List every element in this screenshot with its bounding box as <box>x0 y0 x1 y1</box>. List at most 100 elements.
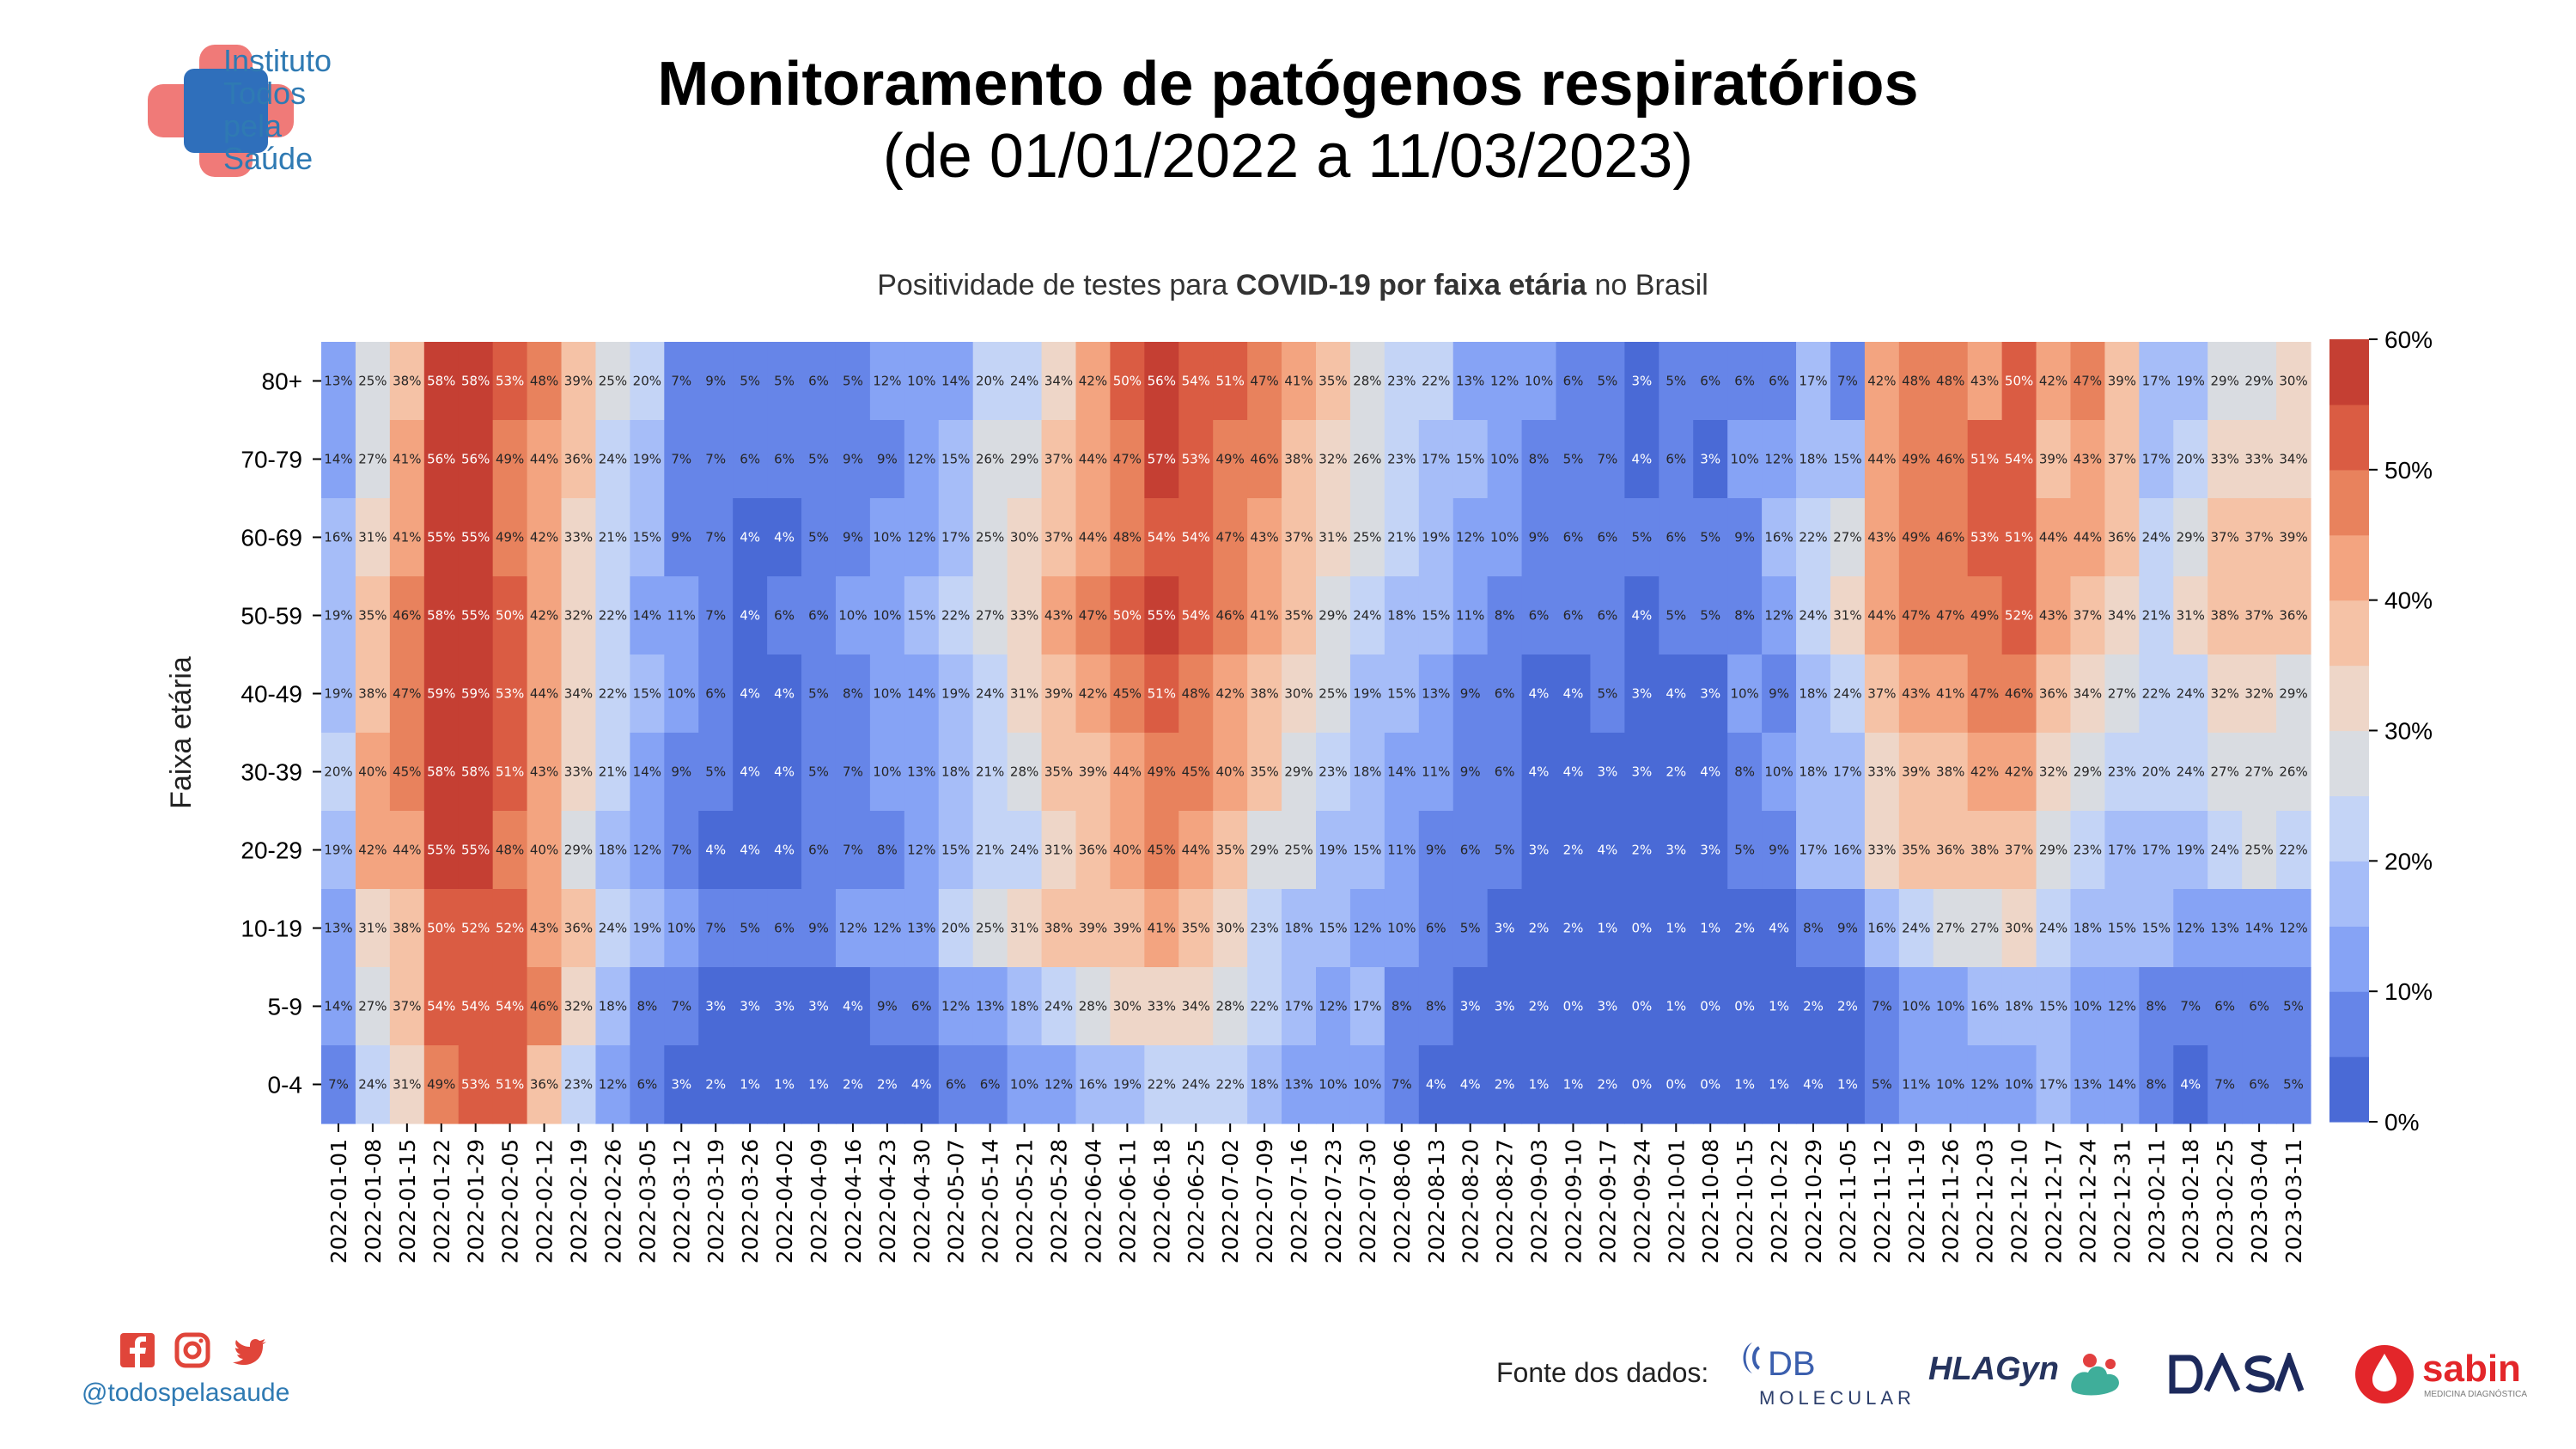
cell-value-label: 8% <box>843 686 863 702</box>
heatmap-cell <box>2139 498 2174 577</box>
colorbar-tick-label: 50% <box>2384 457 2433 484</box>
heatmap-cell <box>1830 654 1866 734</box>
heatmap-cell <box>1007 967 1043 1046</box>
heatmap-cell <box>938 654 974 734</box>
heatmap-cell <box>1213 967 1248 1046</box>
heatmap-cell <box>2104 654 2140 734</box>
cell-value-label: 10% <box>667 686 696 702</box>
cell-value-label: 41% <box>1936 686 1964 702</box>
heatmap-cell <box>1178 576 1214 655</box>
heatmap-cell <box>2036 498 2072 577</box>
cell-value-label: 42% <box>1079 686 1107 702</box>
cell-value-label: 32% <box>1318 452 1347 467</box>
heatmap-cell <box>1282 889 1317 968</box>
cell-value-label: 19% <box>2177 374 2205 389</box>
x-tick-label: 2022-05-28 <box>1047 1139 1072 1263</box>
cell-value-label: 2% <box>1529 999 1550 1014</box>
heatmap-cell <box>389 733 425 812</box>
cell-value-label: 8% <box>1529 452 1550 467</box>
cell-value-label: 46% <box>1936 452 1964 467</box>
org-name-line: pela <box>223 108 283 143</box>
cell-value-label: 7% <box>1392 1077 1412 1093</box>
cell-value-label: 31% <box>1044 843 1073 858</box>
heatmap-cell <box>1864 1045 1900 1124</box>
heatmap-cell <box>733 733 768 812</box>
heatmap-cell <box>1693 498 1728 577</box>
cell-value-label: 50% <box>2005 374 2033 389</box>
x-tick-label: 2022-08-20 <box>1459 1139 1483 1263</box>
cell-value-label: 25% <box>976 530 1004 545</box>
cell-value-label: 25% <box>1284 843 1312 858</box>
cell-value-label: 36% <box>564 452 593 467</box>
heatmap-cell <box>2070 342 2106 421</box>
heatmap-cell <box>1213 811 1248 890</box>
heatmap-cell <box>1898 1045 1934 1124</box>
cell-value-label: 42% <box>2039 374 2067 389</box>
heatmap-cell <box>767 889 802 968</box>
cell-value-label: 5% <box>1598 686 1618 702</box>
heatmap-cell <box>904 1045 940 1124</box>
x-tick-label: 2023-02-25 <box>2213 1139 2238 1263</box>
cell-value-label: 24% <box>2142 530 2171 545</box>
cell-value-label: 8% <box>2146 999 2166 1014</box>
heatmap-cell <box>1452 342 1489 421</box>
cell-value-label: 24% <box>1799 608 1827 624</box>
heatmap-cell <box>2173 1045 2208 1124</box>
social-handle[interactable]: @todospelasaude <box>82 1379 290 1407</box>
cell-value-label: 46% <box>393 608 421 624</box>
cell-value-label: 41% <box>1148 921 1176 936</box>
cell-value-label: 10% <box>1730 686 1758 702</box>
cell-value-label: 33% <box>564 764 593 780</box>
cell-value-label: 43% <box>530 921 558 936</box>
x-tick-label: 2022-06-18 <box>1149 1139 1174 1263</box>
cell-value-label: 7% <box>671 999 691 1014</box>
cell-value-label: 5% <box>843 374 863 389</box>
cell-value-label: 27% <box>1936 921 1964 936</box>
cell-value-label: 44% <box>1867 452 1896 467</box>
facebook-icon[interactable] <box>120 1333 155 1367</box>
cell-value-label: 50% <box>427 921 455 936</box>
heatmap-cell <box>1830 967 1866 1046</box>
heatmap-cell <box>1178 420 1214 499</box>
heatmap-cell <box>1349 654 1385 734</box>
heatmap-cell <box>1247 733 1282 812</box>
cell-value-label: 12% <box>1318 999 1347 1014</box>
twitter-icon[interactable] <box>233 1338 266 1366</box>
cell-value-label: 0% <box>1631 1077 1652 1093</box>
heatmap-cell <box>972 498 1008 577</box>
cell-value-label: 4% <box>1631 608 1652 624</box>
heatmap-cell <box>2104 1045 2140 1124</box>
heatmap-cell <box>767 654 802 734</box>
heatmap-cell <box>767 811 802 890</box>
heatmap-cell <box>1521 733 1557 812</box>
heatmap-cell <box>664 576 699 655</box>
cell-value-label: 12% <box>2279 921 2307 936</box>
cell-value-label: 14% <box>324 452 352 467</box>
heatmap-cell <box>1590 967 1625 1046</box>
cell-value-label: 13% <box>324 921 352 936</box>
heatmap-cell <box>1041 576 1077 655</box>
cell-value-label: 9% <box>877 999 898 1014</box>
heatmap-cell <box>1796 498 1831 577</box>
heatmap-cell <box>561 1045 597 1124</box>
cell-value-label: 46% <box>1250 452 1278 467</box>
x-tick-label: 2022-08-13 <box>1424 1139 1449 1263</box>
cell-value-label: 24% <box>1182 1077 1210 1093</box>
heatmap-cell <box>630 811 665 890</box>
heatmap-cell <box>1624 420 1659 499</box>
cell-value-label: 6% <box>1598 608 1618 624</box>
heatmap-cell <box>1967 654 2003 734</box>
x-tick-label: 2022-06-04 <box>1081 1139 1105 1263</box>
instagram-icon[interactable] <box>174 1332 210 1368</box>
heatmap-cell <box>389 420 425 499</box>
cell-value-label: 50% <box>1113 608 1142 624</box>
heatmap-cell <box>1898 654 1934 734</box>
heatmap-cell <box>2242 811 2277 890</box>
heatmap-cell <box>2173 967 2208 1046</box>
heatmap-cell <box>321 889 356 968</box>
cell-value-label: 22% <box>1799 530 1827 545</box>
cell-value-label: 42% <box>358 843 387 858</box>
heatmap-cell <box>698 420 734 499</box>
cell-value-label: 12% <box>838 921 867 936</box>
cell-value-label: 33% <box>564 530 593 545</box>
